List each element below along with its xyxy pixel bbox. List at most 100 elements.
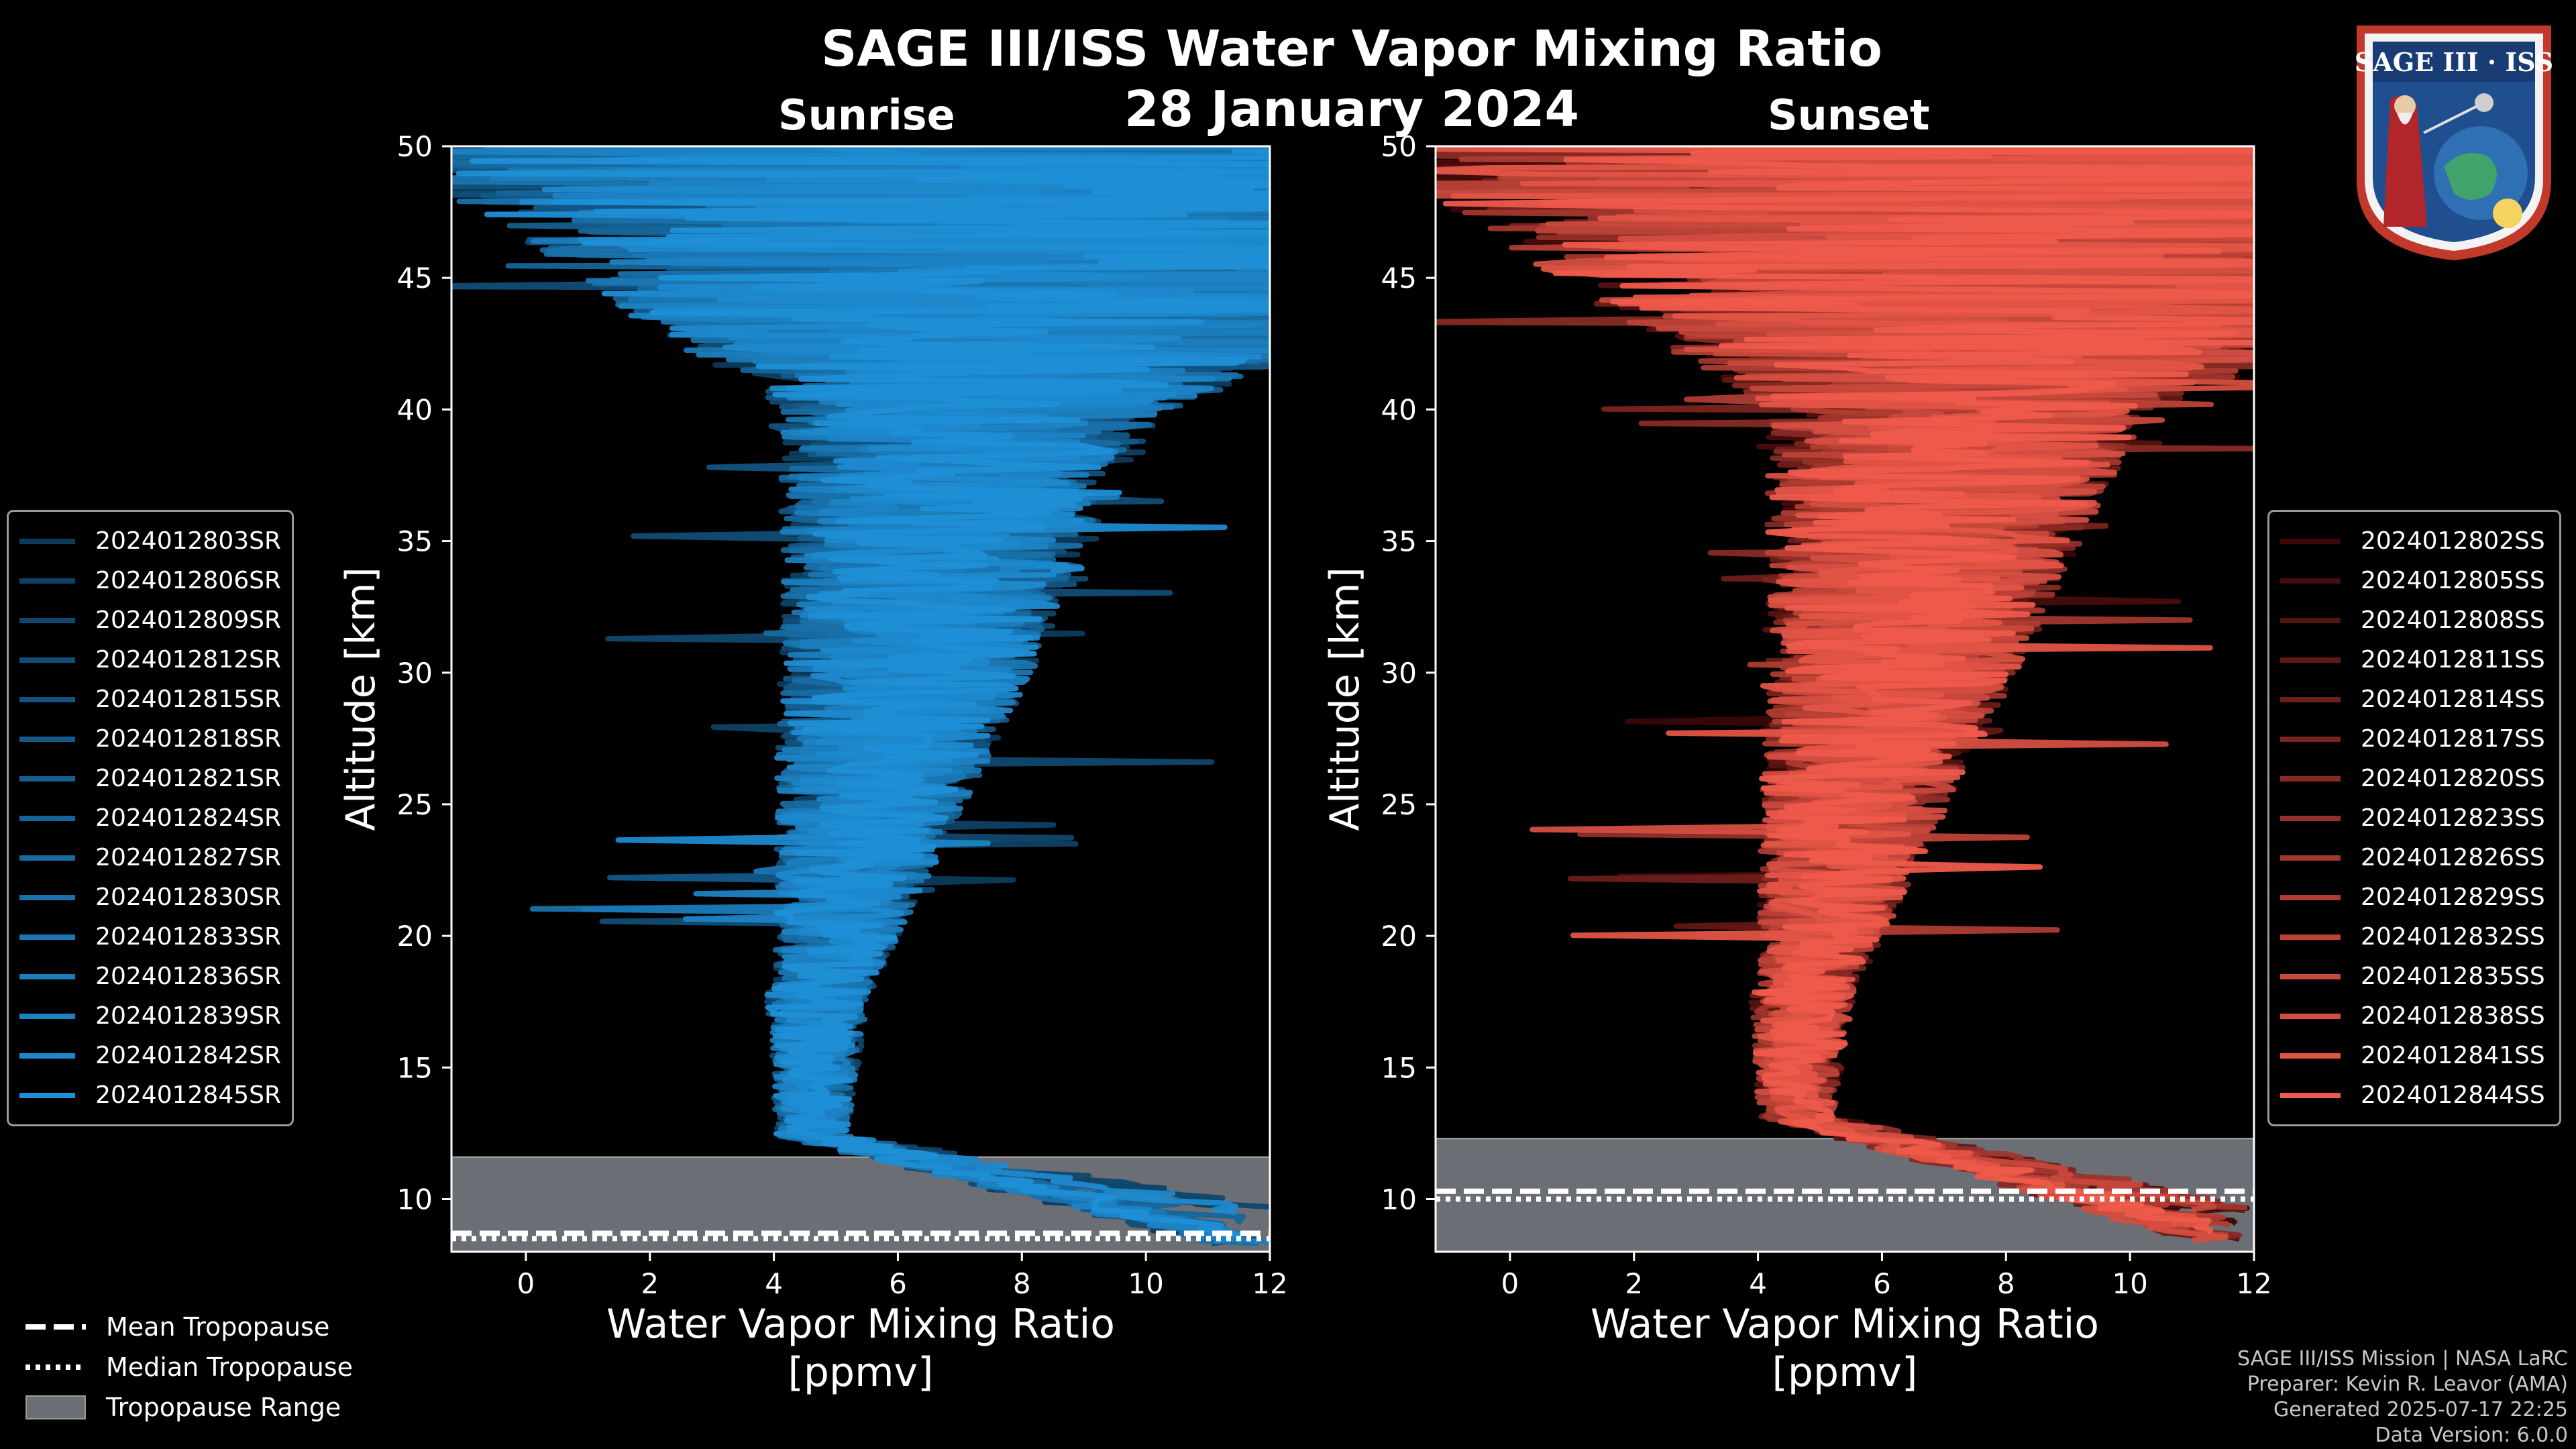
legend-mean-tropopause: Mean Tropopause	[25, 1307, 353, 1347]
legend-label: 2024012806SR	[95, 567, 281, 594]
legend-item-2024012841SS: 2024012841SS	[2280, 1036, 2548, 1075]
legend-item-2024012826SS: 2024012826SS	[2280, 838, 2548, 877]
legend-swatch	[2280, 538, 2341, 544]
legend-swatch	[19, 696, 76, 702]
legend-swatch	[2280, 815, 2341, 821]
x-tick-label: 10	[2112, 1267, 2147, 1300]
x-tick-label: 8	[1013, 1267, 1031, 1300]
legend-swatch	[19, 617, 76, 623]
y-tick-label: 45	[1381, 262, 1417, 294]
y-tick-label: 30	[1381, 657, 1417, 690]
legend-item-2024012814SS: 2024012814SS	[2280, 680, 2548, 719]
legend-label: 2024012835SS	[2361, 963, 2545, 990]
legend-item-2024012803SR: 2024012803SR	[19, 521, 281, 561]
y-axis-label: Altitude [km]	[337, 567, 384, 831]
legend-label: 2024012802SS	[2361, 527, 2545, 555]
y-tick-label: 15	[397, 1051, 433, 1084]
legend-item-2024012829SS: 2024012829SS	[2280, 877, 2548, 917]
legend-label: 2024012821SR	[95, 765, 281, 792]
x-tick-label: 10	[1128, 1267, 1163, 1300]
x-axis-label: Water Vapor Mixing Ratio [ppmv]	[606, 1301, 1115, 1396]
credits: SAGE III/ISS Mission | NASA LaRC Prepare…	[2237, 1346, 2568, 1448]
y-tick-label: 20	[1381, 920, 1417, 953]
credit-generated: Generated 2025-07-17 22:25	[2273, 1398, 2568, 1421]
y-tick-label: 35	[397, 525, 433, 558]
series-line-2024012844SS	[1436, 146, 2254, 1236]
legend-median-tropopause: Median Tropopause	[25, 1347, 353, 1387]
legend-swatch	[19, 934, 76, 940]
y-tick-label: 30	[397, 657, 433, 690]
tropopause-legend: Mean Tropopause Median Tropopause Tropop…	[25, 1307, 353, 1428]
legend-item-2024012802SS: 2024012802SS	[2280, 521, 2548, 561]
legend-label: 2024012845SR	[95, 1081, 281, 1109]
legend-item-2024012817SS: 2024012817SS	[2280, 719, 2548, 759]
legend-label: 2024012812SR	[95, 646, 281, 674]
legend-swatch	[2280, 657, 2341, 663]
x-tick-label: 0	[517, 1267, 535, 1300]
legend-label: 2024012830SR	[95, 883, 281, 911]
legend-swatch	[2280, 775, 2341, 782]
chart-title: SAGE III/ISS Water Vapor Mixing Ratio	[821, 20, 1882, 78]
legend-swatch	[19, 894, 76, 900]
legend-label: 2024012829SS	[2361, 883, 2545, 911]
legend-mean-label: Mean Tropopause	[106, 1312, 330, 1342]
legend-item-2024012844SS: 2024012844SS	[2280, 1075, 2548, 1115]
y-tick-label: 50	[1381, 130, 1417, 163]
legend-item-2024012806SR: 2024012806SR	[19, 561, 281, 600]
y-tick-label: 15	[1381, 1051, 1417, 1084]
y-tick-label: 10	[397, 1183, 433, 1216]
legend-label: 2024012815SR	[95, 686, 281, 713]
x-tick-label: 12	[1252, 1267, 1287, 1300]
legend-range-label: Tropopause Range	[106, 1393, 341, 1422]
legend-item-2024012811SS: 2024012811SS	[2280, 640, 2548, 680]
x-axis-label-line2: [ppmv]	[788, 1349, 934, 1396]
x-axis-label-line1: Water Vapor Mixing Ratio	[606, 1301, 1115, 1348]
credit-mission: SAGE III/ISS Mission | NASA LaRC	[2237, 1347, 2568, 1371]
legend-swatch	[2280, 736, 2341, 742]
x-axis-label-line1: Water Vapor Mixing Ratio	[1591, 1301, 2099, 1348]
legend-swatch	[19, 973, 76, 979]
legend-swatch	[2280, 696, 2341, 702]
legend-item-2024012823SS: 2024012823SS	[2280, 798, 2548, 838]
legend-swatch	[2280, 855, 2341, 861]
legend-label: 2024012818SR	[95, 725, 281, 753]
legend-item-2024012809SR: 2024012809SR	[19, 600, 281, 640]
x-tick-label: 0	[1501, 1267, 1519, 1300]
legend-swatch	[2280, 894, 2341, 900]
legend-swatch	[19, 815, 76, 821]
legend-item-2024012808SS: 2024012808SS	[2280, 600, 2548, 640]
legend-swatch	[2280, 617, 2341, 623]
x-tick-label: 4	[1749, 1267, 1767, 1300]
sunrise-chart: 0 2 4 6 8 10 12 10 15 20 25 30 35 40 45 50 Water Vapor M…	[337, 130, 1288, 1396]
y-tick-label: 25	[397, 788, 433, 821]
y-tick-label: 10	[1381, 1183, 1417, 1216]
legend-swatch	[19, 538, 76, 544]
sunrise-legend: 2024012803SR 2024012806SR 2024012809SR 2024…	[7, 510, 294, 1126]
legend-label: 2024012827SR	[95, 844, 281, 871]
legend-swatch	[19, 1053, 76, 1059]
y-tick-label: 35	[1381, 525, 1417, 558]
plot-frame	[450, 145, 1271, 1253]
legend-label: 2024012805SS	[2361, 567, 2545, 594]
y-axis-label: Altitude [km]	[1322, 567, 1368, 831]
y-tick-label: 40	[397, 393, 433, 426]
y-tick-label: 45	[397, 262, 433, 294]
legend-item-2024012832SS: 2024012832SS	[2280, 917, 2548, 957]
legend-item-2024012827SR: 2024012827SR	[19, 838, 281, 877]
plot-frame	[1434, 145, 2255, 1253]
legend-label: 2024012838SS	[2361, 1002, 2545, 1030]
legend-item-2024012812SR: 2024012812SR	[19, 640, 281, 680]
x-tick-label: 6	[889, 1267, 907, 1300]
legend-swatch	[19, 578, 76, 584]
x-axis-label: Water Vapor Mixing Ratio [ppmv]	[1591, 1301, 2099, 1396]
legend-label: 2024012811SS	[2361, 646, 2545, 674]
sage-mission-logo: SAGE III · ISS	[2343, 12, 2565, 264]
legend-item-2024012842SR: 2024012842SR	[19, 1036, 281, 1075]
legend-median-label: Median Tropopause	[106, 1352, 353, 1382]
legend-label: 2024012832SS	[2361, 923, 2545, 951]
legend-label: 2024012841SS	[2361, 1042, 2545, 1069]
logo-text: SAGE III · ISS	[2355, 47, 2553, 77]
y-tick-label: 50	[397, 130, 433, 163]
legend-item-2024012845SR: 2024012845SR	[19, 1075, 281, 1115]
legend-swatch	[2280, 578, 2341, 584]
